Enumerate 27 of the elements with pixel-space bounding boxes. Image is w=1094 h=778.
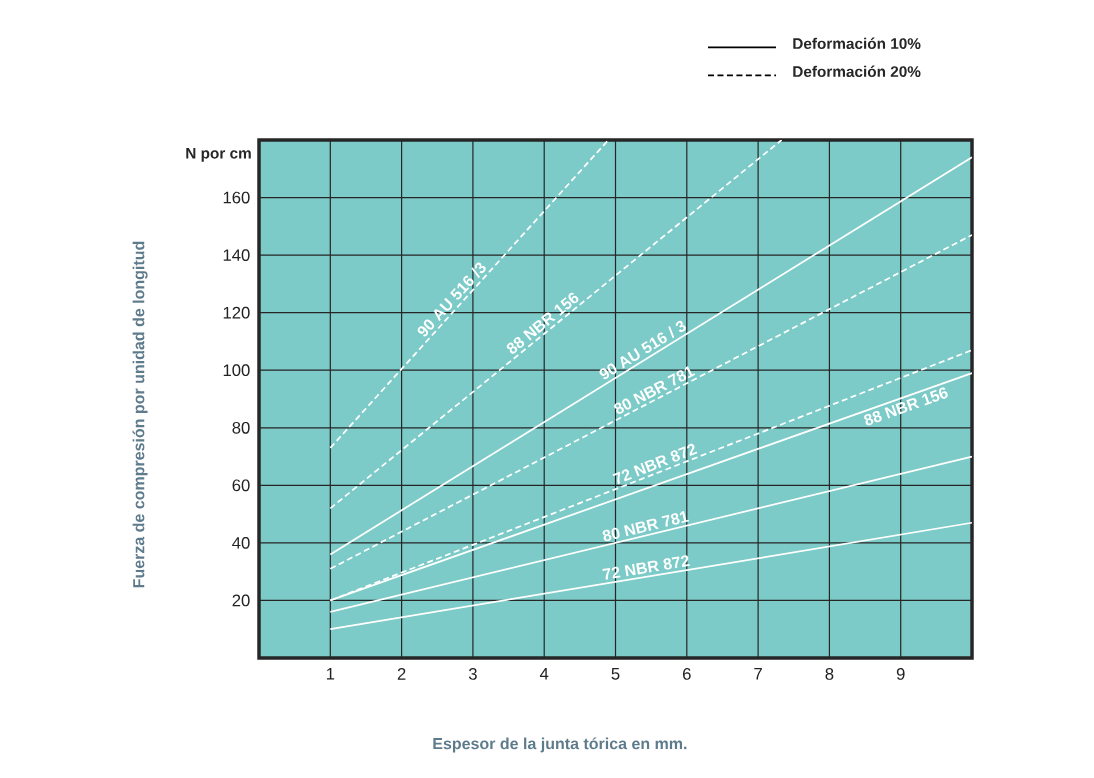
text: Deformación 10% [793,37,921,50]
text: 72 NBR 872 [612,443,698,485]
text: 80 NBR 781 [602,511,690,542]
y-tick-label: 120 [223,306,250,319]
text: 72 NBR 872 [602,555,690,580]
y-tick-label: 80 [232,421,250,434]
text: N por cm [186,148,251,162]
y-axis-title: Fuerza de compresión por unidad de longitud [132,241,148,588]
y-tick-label: 100 [223,364,250,377]
x-tick-label: 9 [896,668,905,680]
y-tick-label: 60 [232,479,250,492]
y-tick-label: 40 [232,537,250,549]
text: 88 NBR 156 [864,387,948,426]
text: Deformación 20% [793,65,921,78]
x-tick-label: 3 [468,668,477,680]
x-tick-label: 4 [539,668,549,680]
x-tick-label: 1 [326,668,335,680]
y-tick-label: 140 [223,249,250,262]
x-tick-label: 2 [397,668,406,680]
x-tick-label: 7 [754,668,762,680]
x-tick-label: 6 [683,668,691,680]
x-tick-label: 5 [611,668,620,680]
y-tick-label: 20 [232,594,250,607]
x-axis-title: Espesor de la junta tórica en mm. [433,737,687,753]
y-tick-label: 160 [223,191,250,204]
x-tick-label: 8 [825,668,834,680]
text: 90 AU 516 /3 [417,262,486,337]
